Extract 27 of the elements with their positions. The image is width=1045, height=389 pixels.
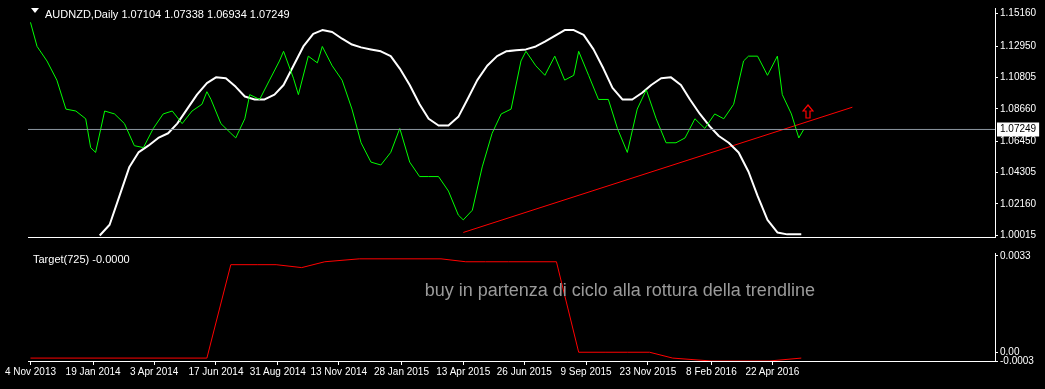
x-tick-label: 22 Apr 2016 (745, 365, 800, 377)
chart-title: Target(725) -0.0000 (33, 253, 130, 266)
x-tick-label: 26 Jun 2015 (496, 365, 553, 377)
y-tick-label: 1.02160 (1000, 197, 1037, 209)
y-tick-label: 1.04305 (1000, 166, 1037, 178)
x-tick-label: 28 Jan 2015 (373, 365, 430, 377)
x-tick-label: 3 Apr 2014 (129, 365, 179, 377)
y-tick-label: 1.15160 (1000, 7, 1037, 19)
y-tick-label: 1.00015 (1000, 229, 1037, 241)
y-tick-label: 1.06450 (1000, 134, 1037, 146)
y-tick-label: 0.0033 (1000, 249, 1032, 261)
x-tick-label: 4 Nov 2013 (4, 365, 57, 377)
ref-line-label: 1.07249 (1000, 123, 1037, 135)
x-tick-label: 13 Nov 2014 (310, 365, 368, 377)
x-tick-label: 23 Nov 2015 (619, 365, 677, 377)
y-tick-label: -0.0003 (1000, 354, 1035, 366)
x-tick-label: 13 Apr 2015 (436, 365, 491, 377)
x-tick-label: 8 Feb 2016 (686, 365, 738, 377)
x-tick-label: 9 Sep 2015 (560, 365, 613, 377)
x-tick-label: 31 Aug 2014 (249, 365, 307, 377)
chart-title: AUDNZD,Daily 1.07104 1.07338 1.06934 1.07249 (45, 8, 290, 21)
y-tick-label: 1.10805 (1000, 71, 1037, 83)
y-tick-label: 1.08660 (1000, 102, 1037, 114)
y-tick-label: 1.12950 (1000, 39, 1037, 51)
x-tick-label: 19 Jan 2014 (65, 365, 122, 377)
x-tick-label: 17 Jun 2014 (188, 365, 244, 377)
y-tick-label: 0.00 (1000, 345, 1020, 357)
